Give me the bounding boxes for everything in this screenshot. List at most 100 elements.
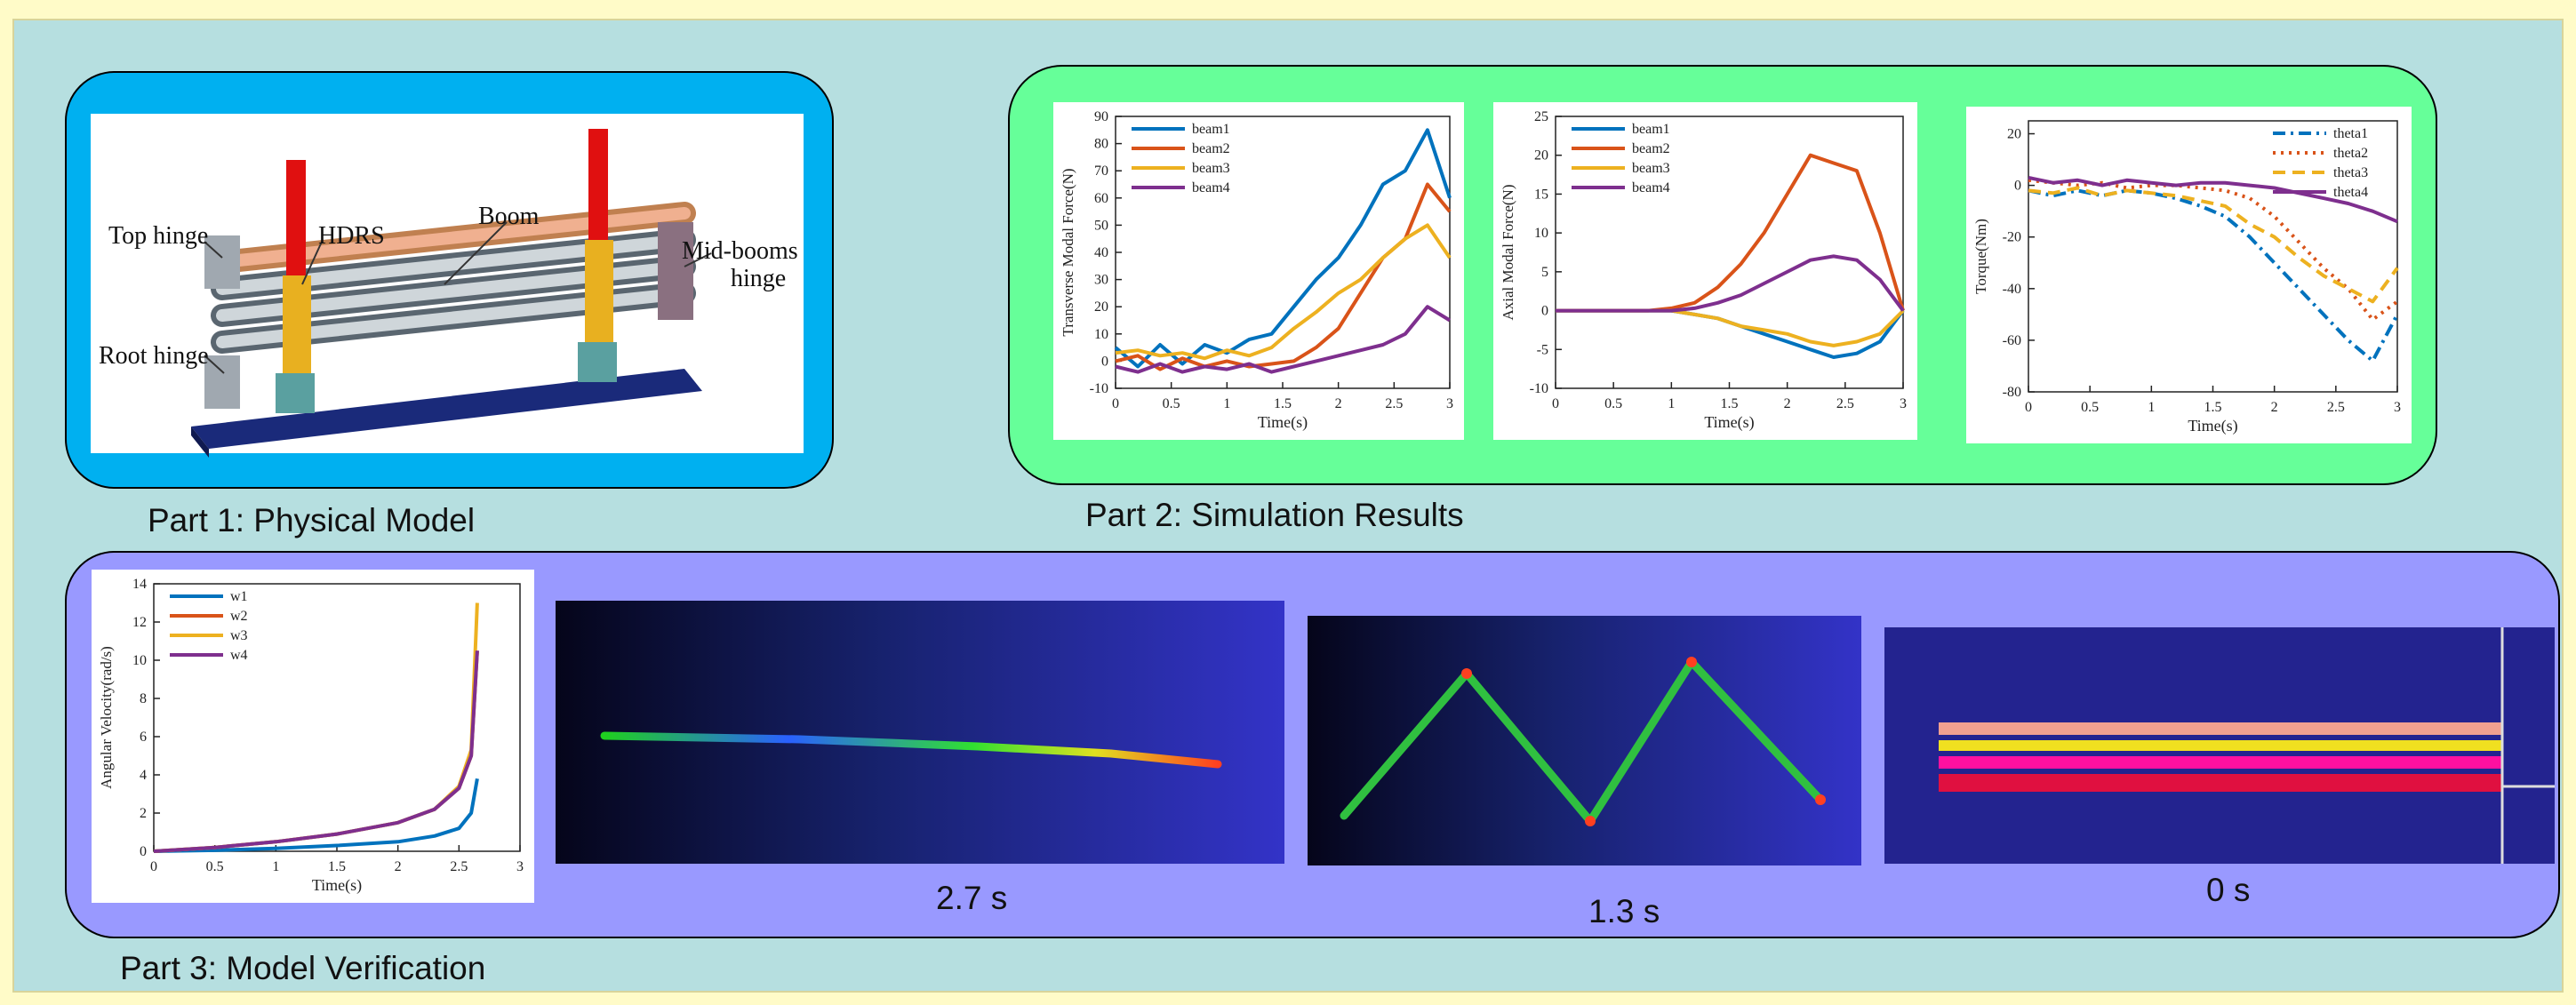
x-tick-label: 0	[150, 859, 157, 874]
y-tick-label: -10	[1530, 381, 1548, 396]
y-tick-label: 10	[132, 653, 147, 668]
y-tick-label: 5	[1541, 265, 1548, 280]
x-tick-label: 3	[2394, 400, 2401, 415]
legend-label: theta1	[2333, 126, 2368, 141]
x-tick-label: 2.5	[2327, 400, 2345, 415]
part-caption: Part 2: Simulation Results	[1085, 497, 1464, 533]
x-tick-label: 2	[1335, 396, 1342, 411]
y-axis-label: Torque(Nm)	[1972, 219, 1989, 294]
legend-label: w1	[230, 589, 248, 604]
model-label: hinge	[731, 265, 786, 292]
legend-label: beam3	[1632, 161, 1670, 176]
x-tick-label: 0	[2025, 400, 2032, 415]
page: { "part1": { "caption": "Part 1: Physica…	[0, 0, 2576, 1005]
y-axis-label: Angular Velocity(rad/s)	[98, 646, 115, 789]
legend-label: theta2	[2333, 146, 2368, 161]
y-tick-label: 70	[1094, 164, 1108, 179]
part-caption: Part 3: Model Verification	[120, 950, 485, 986]
legend-label: beam4	[1192, 180, 1230, 195]
y-tick-label: 10	[1094, 327, 1108, 342]
y-tick-label: -20	[2003, 230, 2021, 245]
x-tick-label: 3	[1900, 396, 1907, 411]
model-label: Root hinge	[99, 342, 209, 370]
x-tick-label: 2	[1784, 396, 1791, 411]
y-tick-label: 30	[1094, 273, 1108, 288]
x-tick-label: 1.5	[1274, 396, 1292, 411]
x-tick-label: 2.5	[1836, 396, 1854, 411]
chart-background	[1493, 102, 1917, 440]
x-tick-label: 1	[272, 859, 279, 874]
legend-label: theta4	[2333, 185, 2368, 200]
x-tick-label: 2	[395, 859, 402, 874]
x-tick-label: 0.5	[206, 859, 224, 874]
model-label: HDRS	[318, 222, 385, 250]
y-tick-label: 0	[2014, 179, 2021, 194]
model-label: Boom	[478, 203, 540, 230]
x-tick-label: 0.5	[1163, 396, 1180, 411]
x-axis-label: Time(s)	[1704, 413, 1754, 432]
legend-label: w2	[230, 609, 248, 624]
line-chart: 00.511.522.53-100102030405060708090Time(…	[1053, 102, 1464, 440]
y-tick-label: 60	[1094, 191, 1108, 206]
x-tick-label: 1.5	[328, 859, 346, 874]
figure: Top hinge HDRS Boom Mid-booms hinge Root…	[0, 0, 2576, 1005]
y-tick-label: 40	[1094, 245, 1108, 260]
x-axis-label: Time(s)	[2188, 417, 2237, 435]
y-tick-label: 0	[140, 844, 147, 859]
x-axis-label: Time(s)	[312, 876, 362, 895]
y-tick-label: -10	[1090, 381, 1108, 396]
x-tick-label: 1	[1668, 396, 1675, 411]
y-axis-label: Transverse Modal Force(N)	[1060, 168, 1076, 336]
x-tick-label: 1	[2148, 400, 2155, 415]
part-caption: Part 1: Physical Model	[148, 502, 475, 538]
legend-label: w3	[230, 628, 248, 643]
x-tick-label: 3	[516, 859, 524, 874]
model-label: Top hinge	[108, 222, 208, 250]
y-tick-label: 50	[1094, 218, 1108, 233]
x-tick-label: 0	[1112, 396, 1119, 411]
y-tick-label: 12	[132, 615, 147, 630]
x-tick-label: 1	[1223, 396, 1230, 411]
legend-label: beam4	[1632, 180, 1670, 195]
model-label: Mid-booms	[682, 237, 798, 265]
x-tick-label: 2.5	[1385, 396, 1403, 411]
x-tick-label: 2	[2271, 400, 2278, 415]
y-tick-label: 14	[132, 577, 147, 592]
y-tick-label: 15	[1534, 187, 1548, 202]
x-tick-label: 0.5	[2081, 400, 2099, 415]
y-tick-label: 20	[1094, 299, 1108, 315]
snapshot-caption: 0 s	[2206, 872, 2250, 908]
legend-label: beam1	[1632, 122, 1670, 137]
x-tick-label: 0	[1552, 396, 1559, 411]
simulation-snapshot	[556, 601, 1284, 864]
y-tick-label: 10	[1534, 226, 1548, 241]
y-tick-label: 8	[140, 691, 147, 706]
x-tick-label: 1.5	[1721, 396, 1739, 411]
y-tick-label: -40	[2003, 282, 2021, 297]
y-tick-label: 0	[1541, 304, 1548, 319]
x-axis-label: Time(s)	[1258, 413, 1308, 432]
legend-label: beam1	[1192, 122, 1230, 137]
legend-label: beam3	[1192, 161, 1230, 176]
snapshot-caption: 1.3 s	[1588, 893, 1660, 929]
y-tick-label: -60	[2003, 333, 2021, 348]
legend-label: theta3	[2333, 165, 2368, 180]
y-axis-label: Axial Modal Force(N)	[1500, 185, 1516, 321]
y-tick-label: 20	[1534, 148, 1548, 164]
x-tick-label: 3	[1446, 396, 1453, 411]
y-tick-label: 4	[140, 768, 147, 783]
y-tick-label: 90	[1094, 109, 1108, 124]
x-tick-label: 2.5	[450, 859, 468, 874]
legend-label: w4	[230, 648, 248, 663]
simulation-snapshot	[1308, 616, 1861, 865]
legend-label: beam2	[1632, 141, 1670, 156]
snapshot-caption: 2.7 s	[936, 880, 1007, 916]
y-tick-label: -80	[2003, 385, 2021, 400]
x-tick-label: 0.5	[1604, 396, 1622, 411]
y-tick-label: 25	[1534, 109, 1548, 124]
y-tick-label: 0	[1101, 354, 1108, 369]
y-tick-label: 20	[2007, 127, 2021, 142]
